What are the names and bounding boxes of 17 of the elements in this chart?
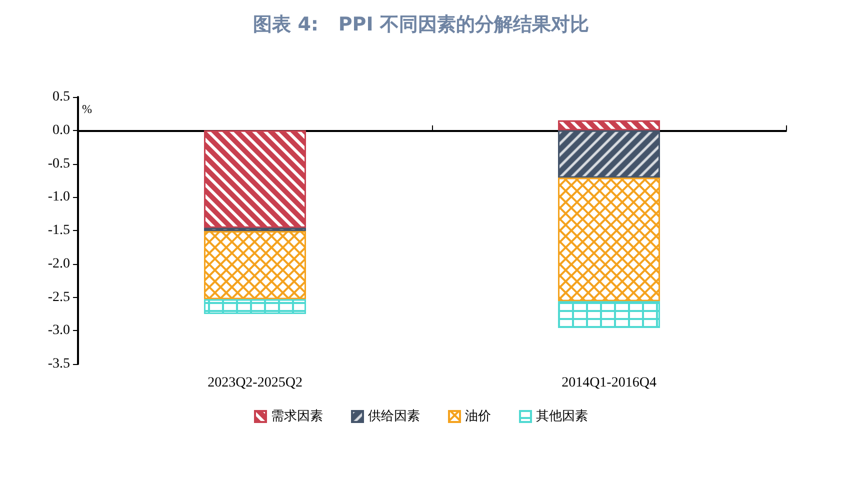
y-tick-label: -2.0 <box>48 256 70 272</box>
y-tick-label: -3.0 <box>48 323 70 338</box>
y-tick-label: -1.5 <box>48 223 70 238</box>
x-tick-label: 2014Q1-2016Q4 <box>562 376 656 390</box>
y-tick-label: -1.0 <box>48 190 70 205</box>
x-tick-label: 2023Q2-2025Q2 <box>208 376 302 390</box>
y-tick-label: 0.0 <box>52 122 70 138</box>
y-tick-label: -2.5 <box>48 290 70 305</box>
legend-label: 供给因素 <box>368 409 420 424</box>
legend-label: 其他因素 <box>536 409 588 424</box>
y-tick-label: -3.5 <box>48 356 70 372</box>
chart-title: 图表 4: PPI 不同因素的分解结果对比 <box>253 14 589 36</box>
y-tick-label: 0.5 <box>52 90 70 104</box>
legend-label: 需求因素 <box>271 409 323 424</box>
legend-label: 油价 <box>465 409 491 424</box>
y-axis-title: % <box>82 102 92 116</box>
y-tick-label: -0.5 <box>48 156 70 172</box>
